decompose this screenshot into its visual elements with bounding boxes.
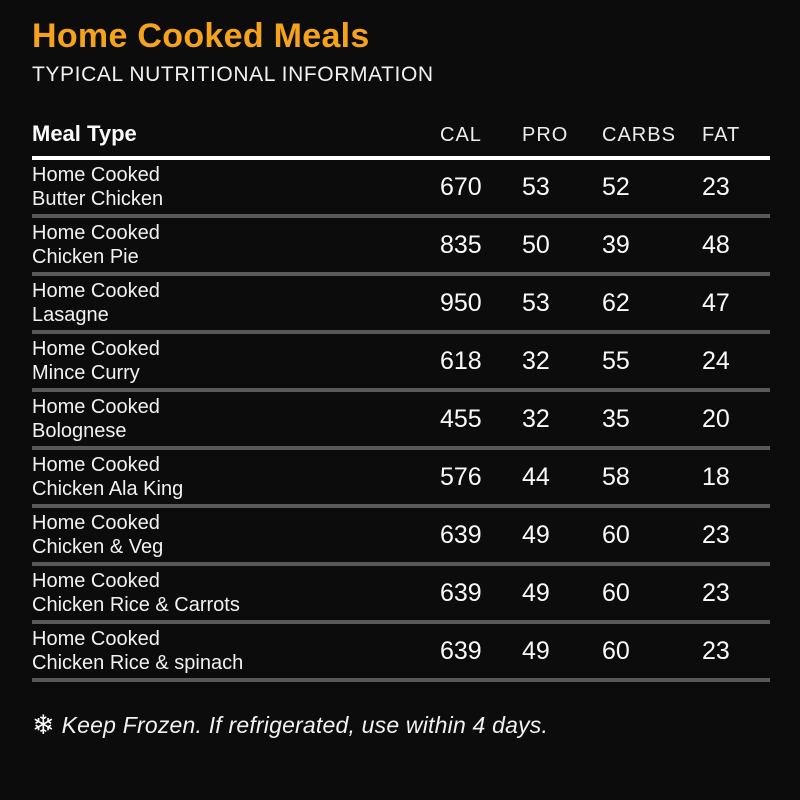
meal-name-line1: Home Cooked	[32, 454, 160, 476]
meal-name-cell: Home Cooked Mince Curry	[32, 337, 440, 385]
page-subtitle: TYPICAL NUTRITIONAL INFORMATION	[32, 63, 434, 86]
carbs-value: 60	[602, 520, 630, 549]
table-row: Home Cooked Chicken Rice & spinach 639 4…	[32, 624, 770, 682]
pro-value: 49	[522, 636, 550, 665]
meal-name-cell: Home Cooked Chicken & Veg	[32, 511, 440, 559]
pro-value: 49	[522, 578, 550, 607]
meal-name-cell: Home Cooked Butter Chicken	[32, 163, 440, 211]
pro-value: 49	[522, 520, 550, 549]
pro-value: 50	[522, 230, 550, 259]
cal-value: 639	[440, 636, 482, 665]
cal-value: 618	[440, 346, 482, 375]
cal-value: 639	[440, 578, 482, 607]
storage-note: ❄ Keep Frozen. If refrigerated, use with…	[32, 712, 770, 739]
carbs-value: 35	[602, 404, 630, 433]
cal-value: 670	[440, 172, 482, 201]
column-header-fat: FAT	[702, 124, 741, 146]
table-row: Home Cooked Bolognese 455 32 35 20	[32, 392, 770, 450]
table-row: Home Cooked Chicken Pie 835 50 39 48	[32, 218, 770, 276]
cal-value: 639	[440, 520, 482, 549]
table-header-row: Meal Type CAL PRO CARBS FAT	[32, 121, 770, 160]
cal-value: 950	[440, 288, 482, 317]
table-row: Home Cooked Chicken Rice & Carrots 639 4…	[32, 566, 770, 624]
meal-name-line2: Mince Curry	[32, 362, 140, 384]
fat-value: 23	[702, 520, 730, 549]
page-title: Home Cooked Meals	[32, 17, 370, 55]
column-header-meal-type: Meal Type	[32, 121, 137, 146]
fat-value: 23	[702, 578, 730, 607]
fat-value: 48	[702, 230, 730, 259]
meal-name-cell: Home Cooked Chicken Ala King	[32, 453, 440, 501]
snowflake-icon: ❄	[32, 710, 55, 740]
cal-value: 455	[440, 404, 482, 433]
nutrition-table: Meal Type CAL PRO CARBS FAT Home Cooked …	[32, 121, 770, 682]
carbs-value: 60	[602, 636, 630, 665]
table-row: Home Cooked Chicken Ala King 576 44 58 1…	[32, 450, 770, 508]
meal-name-line1: Home Cooked	[32, 512, 160, 534]
fat-value: 23	[702, 172, 730, 201]
meal-name-line2: Lasagne	[32, 304, 109, 326]
meal-name-line2: Chicken & Veg	[32, 536, 164, 558]
column-header-carbs: CARBS	[602, 124, 676, 146]
meal-name-line1: Home Cooked	[32, 628, 160, 650]
storage-note-text: Keep Frozen. If refrigerated, use within…	[61, 712, 549, 738]
carbs-value: 55	[602, 346, 630, 375]
meal-name-line2: Chicken Ala King	[32, 478, 184, 500]
pro-value: 44	[522, 462, 550, 491]
meal-name-line1: Home Cooked	[32, 164, 160, 186]
pro-value: 53	[522, 172, 550, 201]
table-row: Home Cooked Mince Curry 618 32 55 24	[32, 334, 770, 392]
meal-name-line1: Home Cooked	[32, 222, 160, 244]
meal-name-line1: Home Cooked	[32, 570, 160, 592]
fat-value: 24	[702, 346, 730, 375]
carbs-value: 62	[602, 288, 630, 317]
pro-value: 32	[522, 346, 550, 375]
carbs-value: 58	[602, 462, 630, 491]
meal-name-line1: Home Cooked	[32, 280, 160, 302]
meal-name-line2: Chicken Rice & spinach	[32, 652, 244, 674]
meal-name-line2: Chicken Pie	[32, 246, 139, 268]
column-header-pro: PRO	[522, 124, 569, 146]
table-row: Home Cooked Butter Chicken 670 53 52 23	[32, 160, 770, 218]
fat-value: 47	[702, 288, 730, 317]
meal-name-cell: Home Cooked Bolognese	[32, 395, 440, 443]
table-body: Home Cooked Butter Chicken 670 53 52 23 …	[32, 160, 770, 682]
pro-value: 53	[522, 288, 550, 317]
cal-value: 835	[440, 230, 482, 259]
carbs-value: 52	[602, 172, 630, 201]
meal-name-cell: Home Cooked Chicken Rice & spinach	[32, 627, 440, 675]
pro-value: 32	[522, 404, 550, 433]
meal-name-line2: Butter Chicken	[32, 188, 164, 210]
carbs-value: 39	[602, 230, 630, 259]
meal-name-cell: Home Cooked Chicken Rice & Carrots	[32, 569, 440, 617]
fat-value: 23	[702, 636, 730, 665]
table-row: Home Cooked Chicken & Veg 639 49 60 23	[32, 508, 770, 566]
table-row: Home Cooked Lasagne 950 53 62 47	[32, 276, 770, 334]
meal-name-line2: Bolognese	[32, 420, 127, 442]
meal-name-line2: Chicken Rice & Carrots	[32, 594, 240, 616]
meal-name-cell: Home Cooked Lasagne	[32, 279, 440, 327]
meal-name-line1: Home Cooked	[32, 396, 160, 418]
meal-name-line1: Home Cooked	[32, 338, 160, 360]
cal-value: 576	[440, 462, 482, 491]
meal-name-cell: Home Cooked Chicken Pie	[32, 221, 440, 269]
carbs-value: 60	[602, 578, 630, 607]
fat-value: 18	[702, 462, 730, 491]
column-header-cal: CAL	[440, 124, 482, 146]
fat-value: 20	[702, 404, 730, 433]
